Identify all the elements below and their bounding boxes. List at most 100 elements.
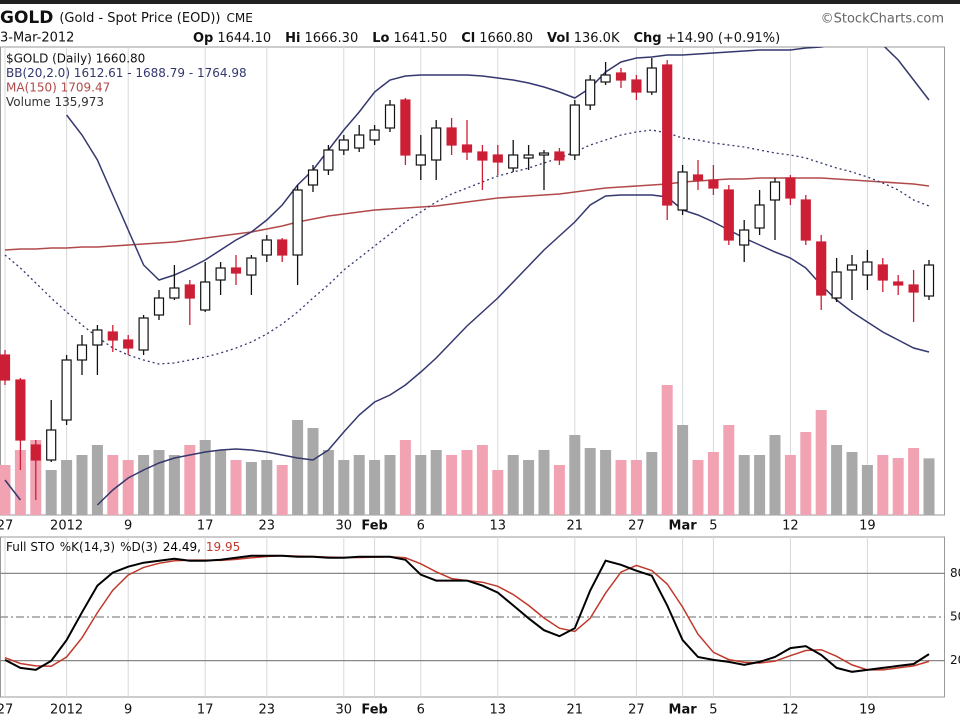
- sto-plot: [0, 537, 945, 697]
- candle-body: [169, 287, 180, 299]
- candle-body: [739, 229, 750, 246]
- volume-bar: [14, 450, 26, 515]
- volume-bar: [153, 450, 165, 515]
- x-tick-label: 23: [259, 519, 276, 534]
- volume-bar: [138, 455, 150, 515]
- candle-body: [862, 261, 873, 276]
- candle-body: [677, 171, 688, 211]
- volume-bar: [831, 445, 843, 515]
- candle-body: [61, 359, 72, 421]
- quote-label: Lo: [372, 31, 389, 46]
- candle-body: [769, 181, 781, 201]
- x-tick-label: 23: [259, 703, 276, 718]
- candle-body: [384, 104, 396, 129]
- x-tick-label: 19: [859, 703, 876, 718]
- candle-body: [369, 129, 380, 141]
- candle-body: [153, 297, 165, 316]
- candle-body: [446, 127, 457, 146]
- legend-entry: Volume 135,973: [6, 95, 104, 109]
- volume-bar: [245, 462, 257, 515]
- candle-body: [923, 264, 935, 297]
- candle-body: [0, 354, 11, 381]
- candle-body: [292, 189, 303, 256]
- volume-bar: [492, 470, 504, 515]
- quote-label: Vol: [547, 31, 570, 46]
- volume-bar: [784, 455, 796, 515]
- candle-body: [600, 74, 611, 83]
- volume-bar: [168, 455, 180, 515]
- volume-bar: [723, 425, 735, 515]
- x-tick-label: 21: [567, 703, 584, 718]
- candle-body: [431, 127, 442, 161]
- x-tick-label: 5: [709, 519, 717, 534]
- candle-body: [46, 429, 57, 461]
- candle-body: [246, 257, 257, 276]
- x-tick-label: Mar: [669, 703, 698, 718]
- volume-bar: [76, 455, 88, 515]
- candle-body: [554, 151, 565, 161]
- candle-body: [354, 134, 365, 149]
- candle-body: [400, 99, 411, 156]
- candle-body: [846, 264, 858, 271]
- candle-body: [30, 444, 41, 461]
- price-plot: [0, 47, 935, 515]
- volume-bar: [184, 445, 196, 515]
- volume-bar: [507, 455, 519, 515]
- candle-body: [585, 79, 596, 106]
- candle-body: [415, 154, 426, 166]
- y-tick-label: 80: [950, 566, 960, 580]
- candle-body: [631, 79, 642, 93]
- sto-legend: Full STO %K(14,3) %D(3) 24.49, 19.95: [6, 540, 240, 554]
- legend-entry: BB(20,2.0) 1612.61 - 1688.79 - 1764.98: [6, 66, 247, 80]
- volume-bar: [754, 455, 766, 515]
- volume-bar: [846, 452, 858, 515]
- volume-bar: [800, 432, 812, 515]
- x-tick-label: 13: [490, 519, 507, 534]
- candle-body: [477, 151, 488, 161]
- volume-bar: [476, 445, 488, 515]
- candle-body: [662, 64, 673, 206]
- source: ©StockCharts.com: [821, 12, 944, 27]
- volume-bar: [292, 420, 304, 515]
- quote-label: Op: [193, 31, 213, 46]
- volume-bar: [661, 385, 673, 515]
- x-tick-label: 9: [124, 519, 132, 534]
- candle-body: [908, 284, 919, 293]
- volume-bar: [877, 455, 889, 515]
- candle-body: [615, 72, 627, 81]
- candle-body: [723, 189, 734, 241]
- candle-body: [646, 67, 657, 93]
- volume-bar: [738, 455, 750, 515]
- candle-body: [461, 144, 473, 153]
- volume-bar: [276, 465, 288, 515]
- x-tick-label: 30: [336, 519, 353, 534]
- x-tick-label: 2012: [50, 703, 83, 718]
- candle-body: [15, 379, 26, 441]
- x-tick-label: 17: [197, 519, 214, 534]
- date: 3-Mar-2012: [0, 31, 74, 46]
- sto-readout: 24.49,: [163, 540, 201, 554]
- candle-body: [307, 169, 319, 186]
- exchange: CME: [226, 11, 252, 25]
- quote-value: 1666.30: [304, 31, 358, 46]
- volume-bar: [215, 450, 227, 515]
- candle-body: [692, 174, 704, 181]
- quote-label: Cl: [461, 31, 475, 46]
- candle-body: [492, 154, 503, 163]
- quote-value: 1644.10: [217, 31, 271, 46]
- candle-body: [877, 264, 888, 281]
- x-tick-label: Feb: [361, 703, 387, 718]
- candle-body: [800, 199, 811, 241]
- x-tick-label: 12: [782, 703, 799, 718]
- candle-body: [184, 284, 195, 299]
- x-tick-label: 5: [709, 703, 717, 718]
- x-tick-label: 9: [124, 703, 132, 718]
- legend-entry: $GOLD (Daily) 1660.80: [6, 52, 145, 66]
- top-bar: [0, 0, 960, 4]
- bb-middle: [4, 129, 930, 365]
- candle-body: [569, 104, 580, 156]
- volume-bar: [338, 460, 350, 515]
- x-tick-label: 19: [859, 519, 876, 534]
